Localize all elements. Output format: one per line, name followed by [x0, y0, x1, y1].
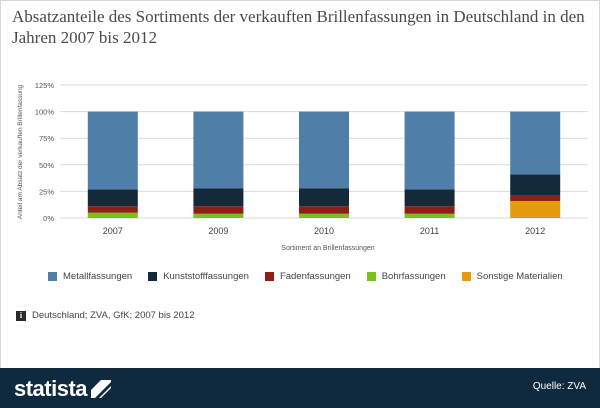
x-tick-label: 2011 [420, 226, 439, 236]
bar-segment [510, 200, 561, 217]
y-tick-label: 25% [39, 187, 54, 196]
bar-segment [404, 213, 455, 218]
bar-segment [404, 206, 455, 214]
y-tick-label: 75% [39, 134, 54, 143]
bar-segment [510, 216, 561, 218]
legend-item[interactable]: Bohrfassungen [366, 270, 446, 282]
x-tick-label: 2009 [208, 226, 228, 236]
bar-segment [87, 111, 138, 190]
brand-name: statista [14, 376, 88, 401]
y-tick-label: 0% [43, 214, 54, 223]
legend-item[interactable]: Metallfassungen [48, 271, 132, 282]
x-axis-label: Sortiment an Brillenfassungen [281, 245, 374, 252]
bar-segment [510, 195, 561, 201]
y-tick-label: 50% [39, 161, 54, 170]
x-tick-label: 2007 [103, 226, 123, 236]
stacked-bar-chart: 0% 25% 50% 75% 100% 125% 2007 2009 2010 2011 2012 S… [17, 81, 588, 252]
source-note-text: Deutschland; ZVA, GfK; 2007 bis 2012 [32, 310, 195, 321]
x-tick-label: 2012 [525, 226, 545, 236]
bar-segment [510, 174, 561, 196]
source-note: i Deutschland; ZVA, GfK; 2007 bis 2012 [16, 310, 194, 321]
bar-segment [193, 213, 244, 218]
legend-swatch [366, 271, 376, 281]
legend-label: Kunststofffassungen [163, 270, 249, 282]
bar-segment [299, 206, 349, 214]
legend-swatch [48, 271, 57, 281]
x-tick-label: 2010 [314, 226, 334, 236]
bar-segment [193, 111, 244, 189]
legend-item[interactable]: Kunststofffassungen [148, 271, 249, 282]
bar-segment [193, 188, 244, 207]
bar-segment [193, 206, 244, 214]
legend-swatch [148, 271, 158, 281]
bar-segment [299, 188, 349, 207]
legend-label: Fadenfassungen [279, 270, 351, 282]
statista-logo[interactable]: statista [14, 376, 112, 402]
footer-bar: statista Quelle: ZVA [0, 368, 600, 408]
statista-logo-icon [91, 380, 112, 398]
bar-segment [87, 206, 138, 213]
legend-item[interactable]: Fadenfassungen [264, 270, 351, 282]
chart-legend: Metallfassungen Kunststofffassungen Fadenf… [48, 268, 588, 284]
bar-segment [299, 111, 349, 189]
legend-item[interactable]: Sonstige Materialien [461, 270, 563, 282]
footer-source: Quelle: ZVA [532, 381, 586, 392]
legend-label: Bohrfassungen [381, 270, 446, 282]
y-tick-label: 125% [35, 81, 55, 90]
bar-segment [87, 212, 138, 218]
bar-segment [87, 189, 138, 207]
chart-title: Absatzanteile des Sortiments der verkauf… [12, 7, 585, 47]
bar-segment [404, 111, 455, 190]
info-icon[interactable]: i [16, 310, 26, 321]
bar-segment [404, 189, 455, 207]
bar-segment [299, 213, 349, 218]
legend-swatch [264, 271, 274, 281]
legend-label: Sonstige Materialien [476, 270, 563, 282]
bar-segment [510, 111, 561, 175]
legend-swatch [461, 271, 471, 281]
legend-label: Metallfassungen [63, 270, 133, 282]
y-axis-label: Anteil am Absatz der verkauften Brillenf… [17, 84, 24, 219]
y-tick-label: 100% [35, 108, 55, 117]
